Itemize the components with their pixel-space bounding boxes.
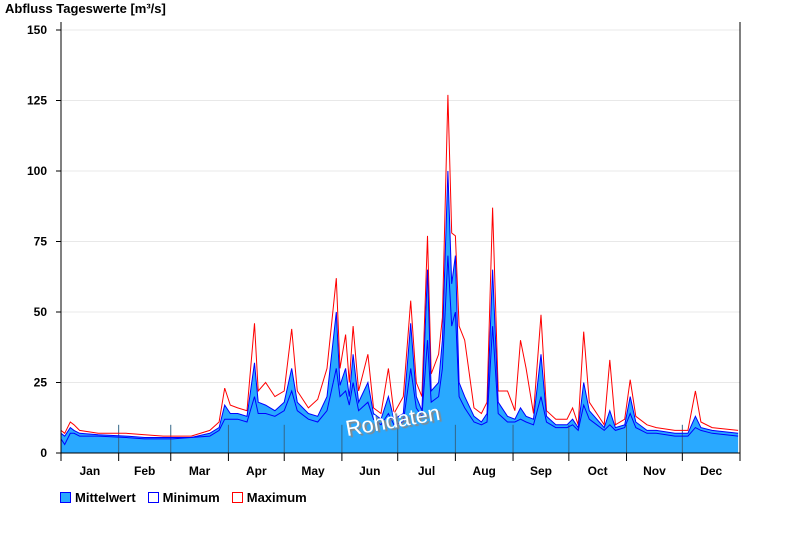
x-tick-label-mar: Mar bbox=[189, 464, 211, 478]
legend-item-maximum[interactable]: Maximum bbox=[231, 490, 307, 505]
legend-label: Minimum bbox=[162, 490, 220, 505]
y-tick-label: 150 bbox=[27, 23, 47, 37]
y-tick-label: 25 bbox=[34, 376, 48, 390]
legend-item-minimum[interactable]: Minimum bbox=[147, 490, 220, 505]
legend-label: Mittelwert bbox=[75, 490, 136, 505]
x-tick-label-aug: Aug bbox=[473, 464, 496, 478]
x-tick-label-jul: Jul bbox=[418, 464, 435, 478]
x-tick-label-nov: Nov bbox=[643, 464, 666, 478]
legend: Mittelwert Minimum Maximum bbox=[60, 490, 307, 505]
series-mittelwert-line bbox=[60, 170, 739, 438]
x-tick-label-sep: Sep bbox=[530, 464, 552, 478]
legend-swatch-maximum bbox=[231, 492, 243, 503]
x-tick-label-jan: Jan bbox=[79, 464, 100, 478]
series-minimum-line bbox=[60, 255, 739, 446]
y-tick-label: 100 bbox=[27, 164, 47, 178]
legend-label: Maximum bbox=[246, 490, 307, 505]
x-tick-label-oct: Oct bbox=[588, 464, 608, 478]
x-tick-label-feb: Feb bbox=[134, 464, 155, 478]
x-tick-label-dec: Dec bbox=[700, 464, 722, 478]
x-tick-label-jun: Jun bbox=[359, 464, 380, 478]
series-maximum-line bbox=[60, 94, 739, 437]
legend-item-mittelwert[interactable]: Mittelwert bbox=[60, 490, 136, 505]
chart-title: Abfluss Tageswerte [m³/s] bbox=[5, 1, 166, 16]
legend-swatch-minimum bbox=[147, 492, 159, 503]
y-tick-label: 50 bbox=[34, 305, 48, 319]
legend-swatch-mittelwert bbox=[60, 492, 71, 503]
y-tick-label: 125 bbox=[27, 94, 47, 108]
y-tick-label: 0 bbox=[40, 446, 47, 460]
x-tick-label-apr: Apr bbox=[246, 464, 267, 478]
y-tick-label: 75 bbox=[34, 235, 48, 249]
x-tick-label-may: May bbox=[301, 464, 325, 478]
